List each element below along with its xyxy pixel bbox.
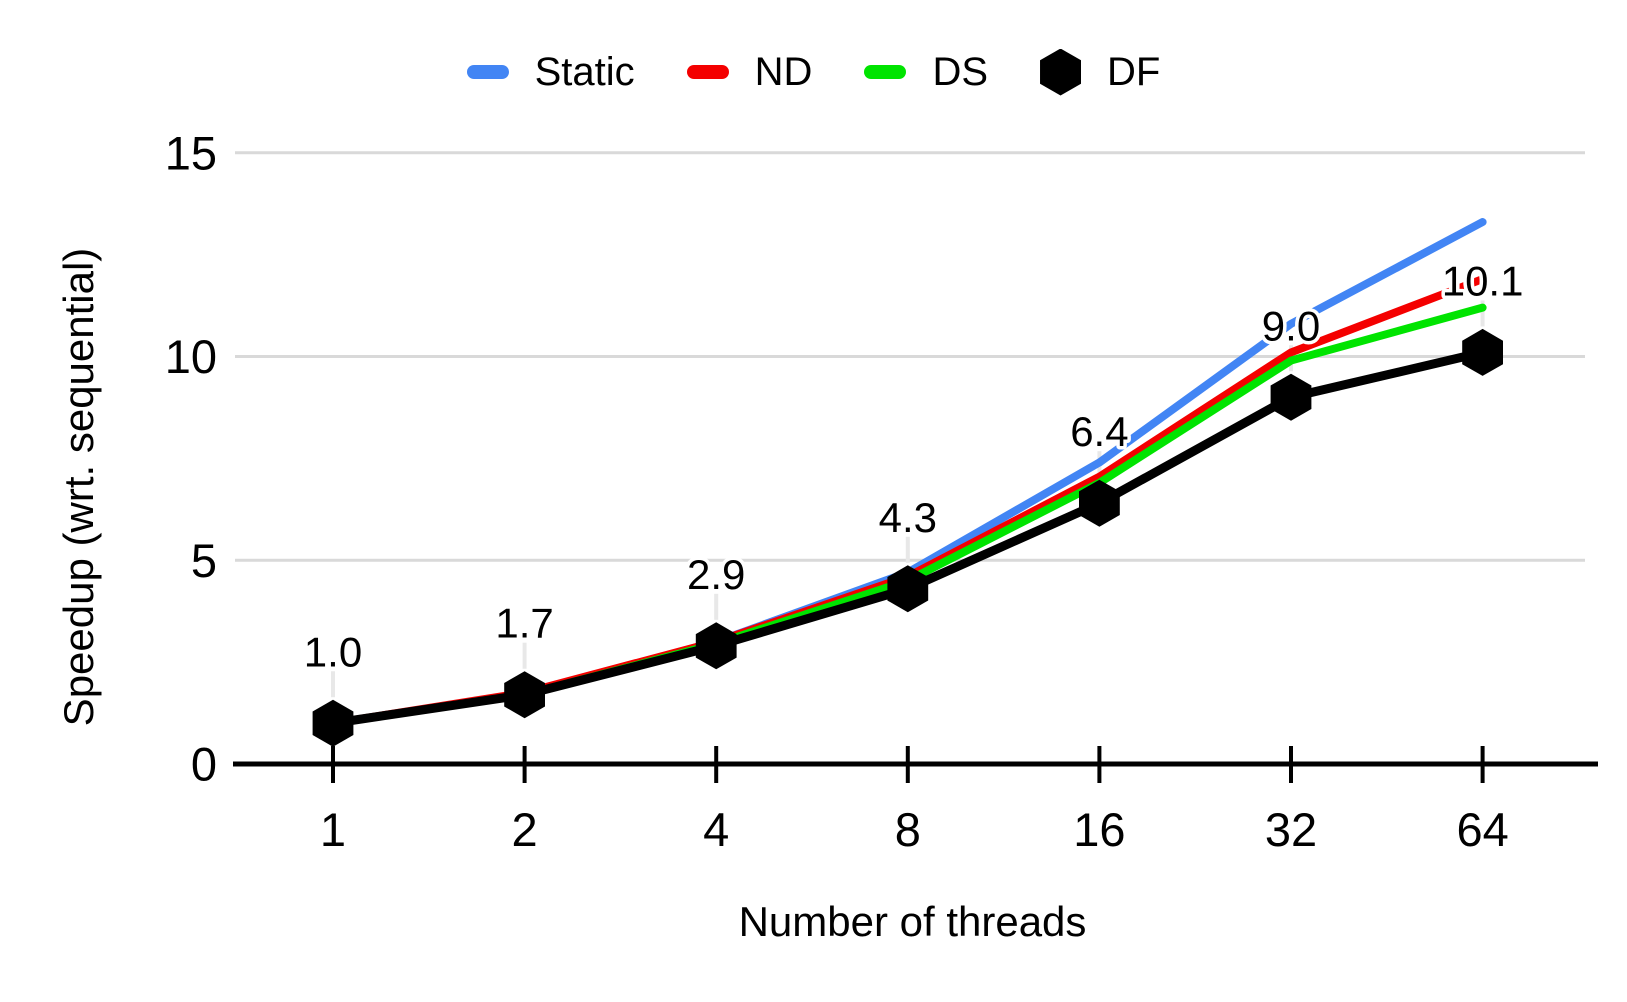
x-tick-label-8: 8 [895,803,921,856]
series-line-static [329,218,1487,728]
df-point-marker [887,565,929,613]
df-point-marker [1079,479,1120,527]
hexagon-marker-icon [1040,48,1082,96]
x-tick-label-16: 16 [1073,803,1125,856]
legend-item-nd: ND [686,50,813,94]
legend-label-ds: DS [932,50,989,94]
data-label-1.0: 1.0 [304,628,362,675]
y-tick-label-0: 0 [191,738,217,791]
x-tick-label-4: 4 [703,803,729,856]
legend-item-df: DF [1040,48,1161,96]
x-tick-label-2: 2 [512,803,538,856]
static-line-swatch-icon [466,65,509,79]
y-axis-title: Speedup (wrt. sequential) [55,247,102,727]
data-label-1.7: 1.7 [495,600,553,647]
data-label-6.4: 6.4 [1070,408,1128,455]
data-label-2.9: 2.9 [687,551,745,598]
x-tick-label-64: 64 [1456,803,1508,856]
legend-label-df: DF [1107,50,1161,94]
data-label-4.3: 4.3 [879,494,937,541]
y-tick-label-5: 5 [191,534,217,587]
legend-item-static: Static [466,50,635,94]
chart-legend: Static ND DS DF [0,44,1627,100]
df-point-marker [312,699,354,747]
data-label-9.0: 9.0 [1262,302,1320,349]
x-axis-title: Number of threads [738,898,1087,945]
df-point-marker [1462,328,1503,376]
y-tick-label-15: 15 [165,126,217,179]
data-label-10.1: 10.1 [1442,257,1524,304]
x-tick-label-1: 1 [320,803,346,856]
df-point-marker [695,622,737,670]
nd-line-swatch-icon [686,65,729,79]
ds-line-swatch-icon [864,65,907,79]
legend-label-static: Static [534,50,635,94]
df-point-marker [1270,373,1312,421]
legend-label-nd: ND [754,50,813,94]
x-tick-label-32: 32 [1265,803,1317,856]
df-point-marker [504,671,545,719]
legend-item-ds: DS [864,52,988,92]
y-tick-label-10: 10 [165,330,217,383]
